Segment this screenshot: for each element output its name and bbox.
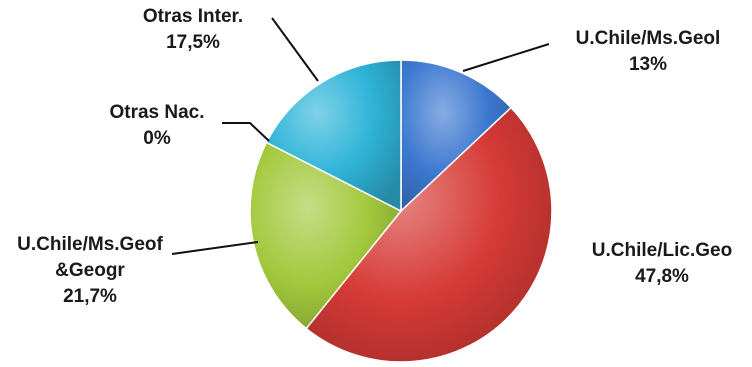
- slice-label: U.Chile/Ms.Geol: [575, 28, 721, 49]
- leader-line-2: [222, 122, 270, 142]
- slice-label: Otras Nac.: [109, 102, 205, 123]
- slice-label-2: &Geogr: [55, 260, 125, 281]
- label-otras-nac: Otras Nac. 0%: [92, 100, 222, 152]
- slice-label: U.Chile/Lic.Geo: [591, 240, 733, 261]
- slice-label: Otras Inter.: [142, 6, 244, 27]
- leader-line-4: [271, 17, 319, 82]
- slice-value: 47,8%: [635, 266, 689, 287]
- leader-line-3: [171, 241, 259, 255]
- pie-slice-1: [400, 59, 513, 213]
- label-lic-geo: U.Chile/Lic.Geo 47,8%: [572, 238, 752, 290]
- slice-value: 17,5%: [166, 32, 220, 53]
- slice-value: 21,7%: [63, 286, 117, 307]
- label-ms-geol: U.Chile/Ms.Geol 13%: [548, 26, 748, 78]
- slice-label: U.Chile/Ms.Geof: [17, 234, 163, 255]
- slice-value: 0%: [143, 128, 171, 149]
- pie-slice-5: [265, 59, 402, 213]
- leader-line-1: [462, 43, 550, 72]
- slice-value: 13%: [628, 54, 668, 75]
- label-ms-geof-geogr: U.Chile/Ms.Geof &Geogr 21,7%: [0, 232, 180, 310]
- pie-slice-2: [305, 106, 553, 363]
- label-otras-inter: Otras Inter. 17,5%: [118, 4, 268, 56]
